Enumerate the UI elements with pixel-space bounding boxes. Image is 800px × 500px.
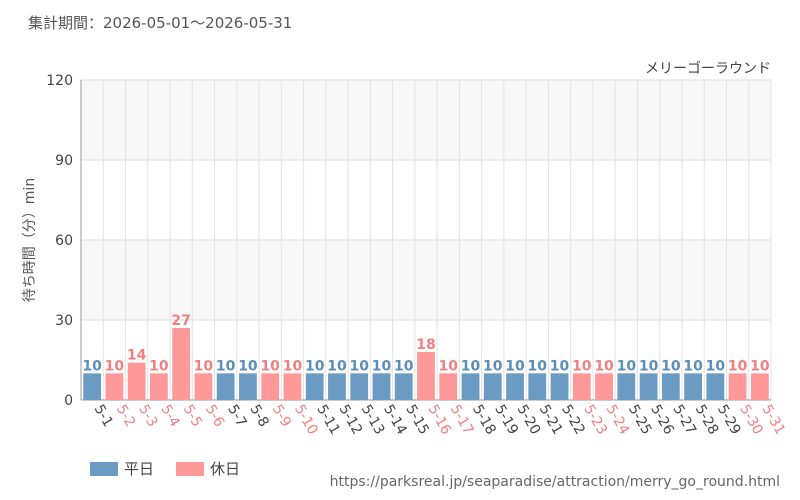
data-label-5-30: 10 — [728, 358, 748, 374]
legend-swatch-holiday — [176, 461, 205, 476]
data-label-5-18: 10 — [461, 358, 481, 374]
data-label-5-5: 27 — [171, 313, 190, 329]
bar-5-2 — [105, 373, 124, 400]
data-label-5-4: 10 — [149, 358, 169, 374]
data-label-5-17: 10 — [439, 358, 459, 374]
data-label-5-15: 10 — [394, 358, 414, 374]
y-tick-label: 60 — [55, 233, 73, 249]
wait-time-chart: 0 30 60 90 120 10 5-1 10 5-2 14 5-3 10 5-4 27 5-5 10 5-6… — [22, 60, 788, 438]
x-tick-label-5-8: 5-8 — [246, 402, 271, 430]
data-label-5-31: 10 — [750, 358, 770, 374]
bar-5-20 — [506, 373, 524, 400]
data-label-5-12: 10 — [327, 358, 347, 374]
bar-5-9 — [261, 373, 280, 400]
x-tick-label-5-1: 5-1 — [91, 402, 116, 430]
x-tick-label-5-3: 5-3 — [135, 402, 160, 430]
x-tick-label-5-5: 5-5 — [180, 402, 205, 430]
period-label: 集計期間：2026-05-01～2026-05-31 — [28, 14, 293, 32]
y-tick-label: 120 — [46, 73, 73, 89]
x-tick-label-5-7: 5-7 — [224, 402, 249, 430]
data-label-5-8: 10 — [238, 358, 258, 374]
bar-5-7 — [216, 373, 235, 400]
bar-5-23 — [572, 373, 591, 400]
data-label-5-27: 10 — [661, 358, 681, 374]
bar-5-27 — [661, 373, 680, 400]
bar-5-21 — [528, 373, 547, 400]
legend-label-holiday: 休日 — [210, 460, 241, 478]
x-tick-label-5-31: 5-31 — [758, 402, 788, 438]
chart-title: メリーゴーラウンド — [645, 60, 771, 77]
legend-label-weekday: 平日 — [124, 460, 155, 478]
data-label-5-10: 10 — [283, 358, 303, 374]
x-tick-label-5-4: 5-4 — [157, 402, 182, 430]
bar-5-18 — [461, 373, 480, 400]
bar-5-19 — [483, 373, 502, 400]
data-label-5-7: 10 — [216, 358, 236, 374]
data-label-5-3: 14 — [127, 348, 147, 364]
data-label-5-28: 10 — [683, 358, 703, 374]
bar-5-4 — [150, 373, 168, 400]
plot-band — [81, 160, 771, 240]
data-label-5-16: 18 — [416, 337, 435, 353]
source-url: https://parksreal.jp/seaparadise/attract… — [329, 474, 780, 490]
data-label-5-22: 10 — [550, 358, 570, 374]
data-label-5-2: 10 — [105, 358, 125, 374]
data-label-5-25: 10 — [617, 358, 637, 374]
data-label-5-14: 10 — [372, 358, 392, 374]
plot-band — [81, 80, 771, 160]
bar-5-17 — [439, 373, 458, 400]
bar-5-26 — [639, 373, 658, 400]
legend: 平日 休日 — [90, 458, 262, 479]
data-label-5-11: 10 — [305, 358, 325, 374]
data-label-5-19: 10 — [483, 358, 503, 374]
bar-5-28 — [684, 373, 702, 400]
bar-5-1 — [83, 373, 102, 400]
data-label-5-6: 10 — [194, 358, 214, 374]
bar-5-16 — [417, 352, 435, 400]
x-tick-label-5-6: 5-6 — [202, 402, 227, 430]
data-label-5-24: 10 — [594, 358, 614, 374]
bar-5-14 — [372, 373, 391, 400]
bar-5-11 — [305, 373, 324, 400]
legend-swatch-weekday — [90, 461, 118, 476]
bar-5-29 — [706, 373, 725, 400]
data-label-5-1: 10 — [82, 358, 102, 374]
bar-5-22 — [550, 373, 569, 400]
bar-5-31 — [750, 373, 769, 400]
bar-5-30 — [728, 373, 747, 400]
bar-5-3 — [127, 362, 146, 400]
y-tick-label: 30 — [55, 313, 73, 329]
bar-5-13 — [350, 373, 369, 400]
bar-5-8 — [239, 373, 257, 400]
data-label-5-26: 10 — [639, 358, 659, 374]
legend-item-holiday: 休日 — [176, 458, 240, 479]
y-tick-label: 90 — [55, 153, 73, 169]
x-tick-label-5-9: 5-9 — [269, 402, 294, 430]
bar-5-12 — [328, 373, 346, 400]
y-tick-label: 0 — [64, 393, 73, 409]
data-label-5-29: 10 — [706, 358, 726, 374]
x-tick-label-5-2: 5-2 — [113, 402, 138, 430]
data-label-5-20: 10 — [505, 358, 525, 374]
plot-band — [81, 240, 771, 320]
bar-5-10 — [283, 373, 302, 400]
data-label-5-9: 10 — [260, 358, 280, 374]
data-label-5-23: 10 — [572, 358, 592, 374]
data-label-5-21: 10 — [528, 358, 548, 374]
legend-item-weekday: 平日 — [90, 458, 154, 479]
bar-5-24 — [595, 373, 613, 400]
bar-5-25 — [617, 373, 636, 400]
data-label-5-13: 10 — [349, 358, 369, 374]
bar-5-5 — [172, 328, 191, 400]
bar-5-6 — [194, 373, 213, 400]
y-axis-label: 待ち時間（分）min — [22, 178, 38, 302]
bar-5-15 — [394, 373, 413, 400]
